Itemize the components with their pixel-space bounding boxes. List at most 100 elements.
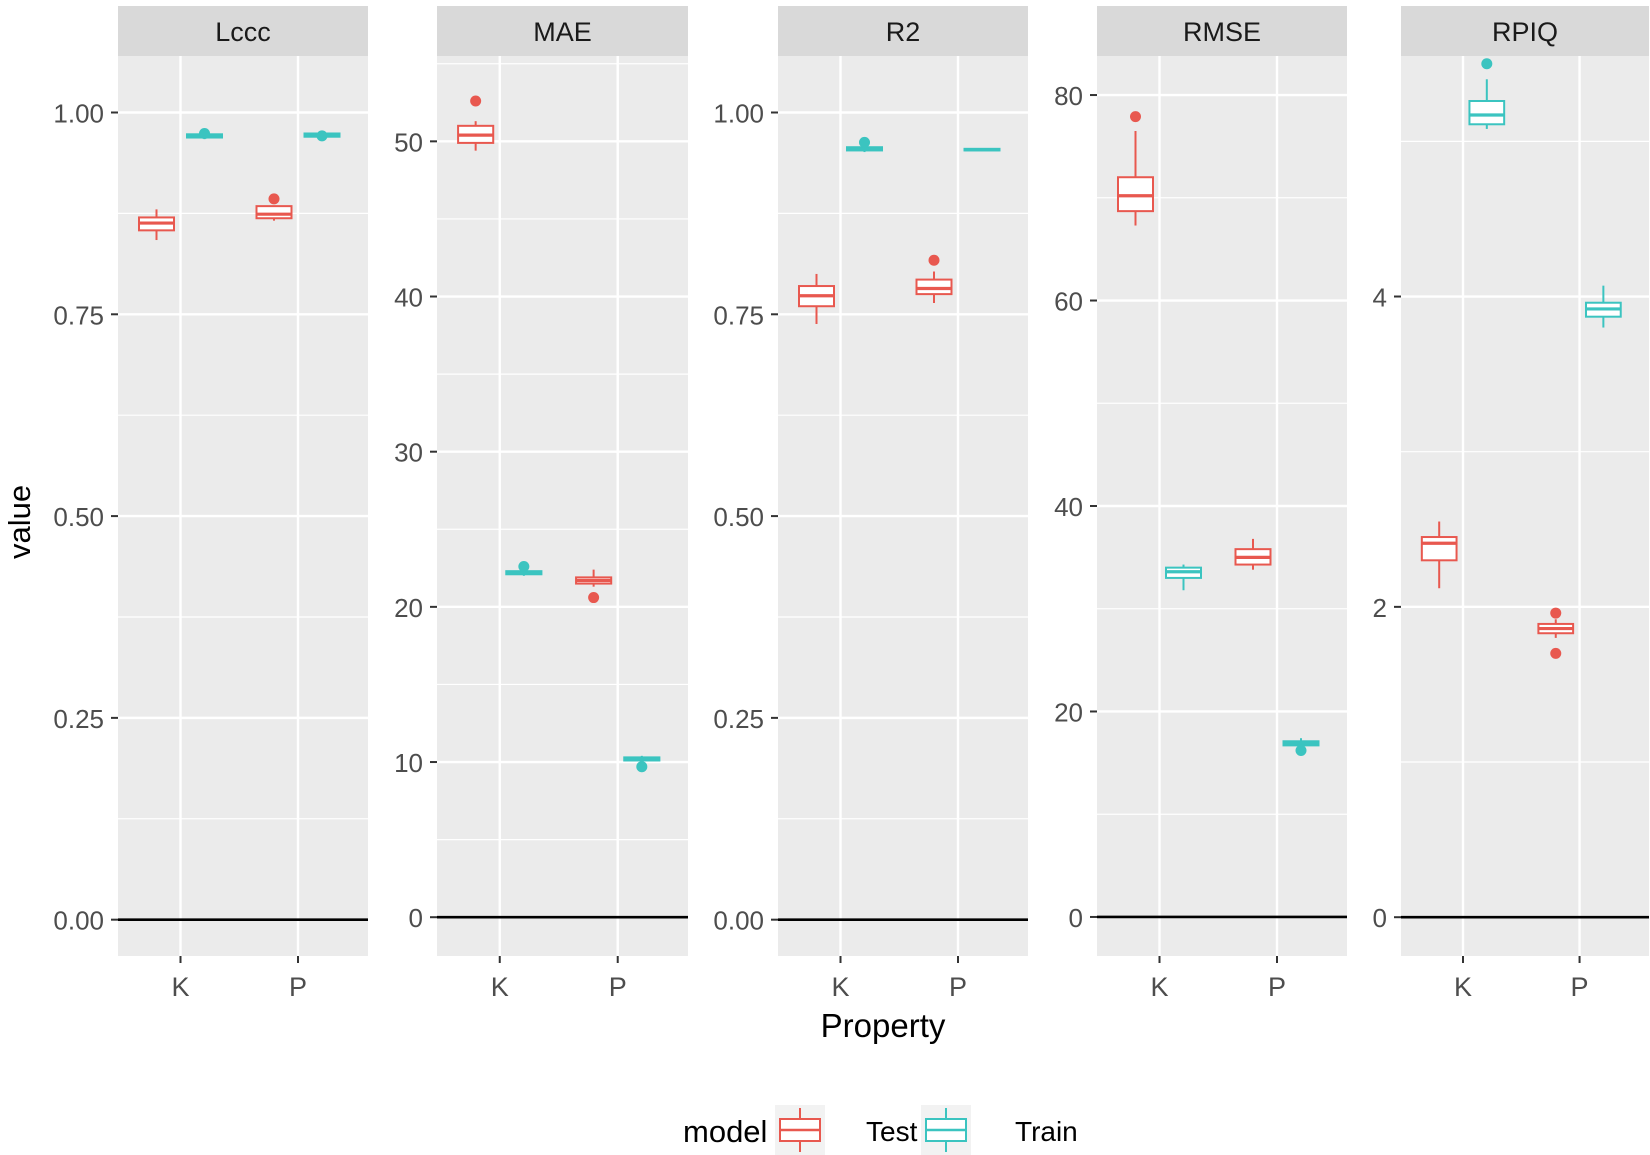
legend-key-test — [775, 1105, 825, 1155]
legend-label-test: Test — [866, 1116, 918, 1147]
iqr-box — [915, 278, 953, 296]
outlier-point — [199, 127, 210, 139]
outlier-point — [636, 761, 648, 773]
outlier-point — [1130, 111, 1141, 123]
box-p-train — [1585, 285, 1622, 328]
iqr-box — [1468, 100, 1506, 126]
outlier-point — [1295, 745, 1307, 757]
iqr-box — [1420, 536, 1458, 562]
facet-strip — [1097, 6, 1347, 56]
x-tick-label: P — [1268, 972, 1286, 1002]
y-tick-label: 10 — [394, 748, 423, 778]
iqr-box — [255, 205, 293, 220]
y-tick-label: 40 — [394, 283, 423, 313]
x-tick-label: P — [609, 972, 627, 1002]
facet-strip — [778, 6, 1028, 56]
facet-label: R2 — [886, 17, 921, 47]
box-k-test — [138, 209, 175, 241]
outlier-point — [1550, 607, 1562, 619]
outlier-point — [928, 254, 940, 266]
panel-background — [1401, 56, 1649, 956]
panel-background — [437, 56, 688, 956]
y-axis-title: value — [2, 485, 37, 559]
legend-label-train: Train — [1015, 1116, 1078, 1147]
box-p-test — [1537, 607, 1575, 659]
panel-background — [118, 56, 368, 956]
y-tick-label: 0.75 — [53, 300, 104, 330]
y-tick-label: 40 — [1054, 492, 1083, 522]
panel-r2: R2 0.00 0.25 0.50 0.75 1.00 K P — [713, 6, 1028, 1002]
facet-label: RPIQ — [1492, 17, 1558, 47]
legend-title: model — [683, 1114, 767, 1149]
outlier-point — [859, 136, 870, 148]
outlier-point — [268, 193, 280, 205]
y-tick-label: 0 — [409, 903, 423, 933]
panel-rmse: RMSE 0 20 40 60 80 K P — [1054, 6, 1347, 1002]
box-k-train — [1165, 564, 1202, 591]
outlier-point — [470, 95, 482, 107]
facet-strip — [1401, 6, 1649, 56]
box-p-train — [303, 130, 341, 142]
x-tick-label: K — [1150, 972, 1168, 1002]
box-p-test — [915, 254, 953, 303]
box-k-train — [846, 136, 883, 153]
y-tick-label: 0.25 — [713, 704, 764, 734]
y-tick-label: 0.00 — [713, 906, 764, 936]
box-p-test — [1234, 538, 1272, 570]
box-p-train — [1282, 738, 1320, 757]
box-k-train — [186, 127, 223, 140]
facet-strip — [118, 6, 368, 56]
y-tick-label: 0 — [1069, 903, 1083, 933]
box-k-test — [798, 273, 835, 324]
y-tick-label: 0.50 — [713, 502, 764, 532]
facet-label: Lccc — [215, 17, 271, 47]
legend: model Test Train — [683, 1105, 1078, 1155]
y-tick-label: 1.00 — [53, 99, 104, 129]
box-p-test — [575, 569, 613, 604]
box-p-train — [963, 147, 1001, 152]
facet-strip — [437, 6, 688, 56]
y-tick-label: 0.00 — [53, 906, 104, 936]
y-tick-label: 0 — [1373, 903, 1387, 933]
panel-background — [778, 56, 1028, 956]
x-tick-label: K — [171, 972, 189, 1002]
outlier-point — [518, 561, 530, 573]
box-k-train — [1468, 58, 1506, 129]
box-k-train — [505, 561, 543, 576]
y-tick-label: 1.00 — [713, 99, 764, 129]
legend-key-train — [921, 1105, 971, 1155]
box-p-train — [623, 755, 661, 773]
y-tick-label: 0.75 — [713, 300, 764, 330]
outlier-point — [1481, 58, 1493, 70]
x-tick-label: K — [831, 972, 849, 1002]
y-tick-label: 20 — [1054, 697, 1083, 727]
box-k-test — [1420, 521, 1458, 589]
box-p-test — [255, 193, 293, 221]
facet-label: MAE — [533, 17, 592, 47]
y-tick-label: 0.50 — [53, 502, 104, 532]
panel-lccc: Lccc 0.00 0.25 0.50 0.75 1.00 K P — [53, 6, 368, 1002]
panel-rpiq: RPIQ 0 2 4 K P — [1373, 6, 1649, 1002]
y-tick-label: 4 — [1373, 283, 1387, 313]
x-tick-label: P — [1571, 972, 1589, 1002]
x-tick-label: P — [949, 972, 967, 1002]
x-tick-label: K — [491, 972, 509, 1002]
y-tick-label: 50 — [394, 127, 423, 157]
y-tick-label: 60 — [1054, 287, 1083, 317]
panel-mae: MAE 0 10 20 30 40 50 K P — [394, 6, 688, 1002]
outlier-point — [588, 592, 600, 604]
y-tick-label: 80 — [1054, 81, 1083, 111]
outlier-point — [316, 130, 328, 142]
y-tick-label: 20 — [394, 593, 423, 623]
x-axis-title: Property — [821, 1007, 946, 1044]
y-tick-label: 0.25 — [53, 704, 104, 734]
facet-label: RMSE — [1183, 17, 1261, 47]
y-tick-label: 30 — [394, 438, 423, 468]
x-tick-label: K — [1454, 972, 1472, 1002]
y-tick-label: 2 — [1373, 593, 1387, 623]
box-k-test — [457, 95, 495, 151]
x-tick-label: P — [289, 972, 307, 1002]
outlier-point — [1550, 647, 1562, 659]
